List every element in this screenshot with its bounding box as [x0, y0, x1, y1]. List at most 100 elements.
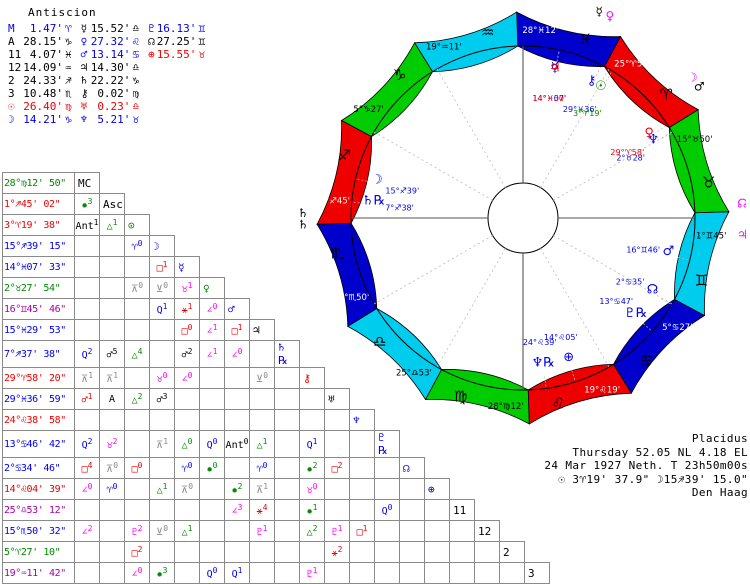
aspect-cell[interactable]: ♉2	[99, 430, 125, 458]
aspect-cell[interactable]: ♂5	[99, 340, 125, 368]
aspect-cell[interactable]	[199, 409, 225, 431]
aspect-cell[interactable]: ∠1	[199, 319, 225, 341]
aspect-cell[interactable]: Ant1	[74, 214, 100, 236]
aspect-cell[interactable]	[174, 562, 200, 584]
aspect-cell[interactable]: ⊼1	[149, 430, 175, 458]
aspect-cell[interactable]	[274, 388, 300, 410]
aspect-cell[interactable]: ♂3	[149, 388, 175, 410]
aspect-cell[interactable]	[74, 562, 100, 584]
aspect-cell[interactable]: ∠3	[224, 499, 250, 521]
planet-glyph[interactable]: ☉	[595, 79, 607, 94]
sign-segment[interactable]	[668, 108, 730, 214]
planet-glyph[interactable]: ☊	[647, 283, 659, 298]
planet-glyph[interactable]: ♄℞	[362, 193, 385, 208]
aspect-cell[interactable]: ✹2	[299, 457, 325, 479]
aspect-cell[interactable]	[349, 478, 375, 500]
aspect-cell[interactable]	[74, 298, 100, 320]
aspect-cell[interactable]	[374, 457, 400, 479]
planet-glyph[interactable]: ⚷	[587, 74, 597, 89]
aspect-cell[interactable]	[199, 367, 225, 389]
aspect-cell[interactable]	[174, 388, 200, 410]
aspect-cell[interactable]	[124, 430, 150, 458]
aspect-cell[interactable]: ✹3	[74, 193, 100, 215]
aspect-cell[interactable]	[374, 562, 400, 584]
planet-glyph[interactable]: ♆℞	[532, 356, 555, 371]
aspect-cell[interactable]: ♉1	[174, 277, 200, 299]
aspect-cell[interactable]: ⚹2	[324, 541, 350, 563]
aspect-cell[interactable]: ⊼1	[99, 367, 125, 389]
aspect-cell[interactable]	[424, 541, 450, 563]
aspect-cell[interactable]: ✹1	[299, 499, 325, 521]
sign-segment[interactable]	[674, 211, 730, 317]
aspect-cell[interactable]	[99, 562, 125, 584]
aspect-cell[interactable]: Q1	[224, 562, 250, 584]
aspect-cell[interactable]: Q1	[299, 430, 325, 458]
aspect-cell[interactable]	[249, 388, 275, 410]
aspect-cell[interactable]	[374, 478, 400, 500]
aspect-cell[interactable]: ♇1	[299, 562, 325, 584]
aspect-cell[interactable]	[74, 256, 100, 278]
sign-segment[interactable]	[413, 11, 519, 73]
aspect-cell[interactable]	[274, 562, 300, 584]
aspect-cell[interactable]	[399, 478, 425, 500]
aspect-cell[interactable]: ✹2	[224, 478, 250, 500]
aspect-cell[interactable]	[199, 541, 225, 563]
sign-segment[interactable]	[527, 363, 633, 425]
aspect-cell[interactable]: ⊻0	[249, 367, 275, 389]
aspect-cell[interactable]	[274, 478, 300, 500]
sign-segment[interactable]	[340, 42, 433, 138]
aspect-cell[interactable]: □2	[324, 457, 350, 479]
aspect-cell[interactable]: Q2	[74, 340, 100, 368]
aspect-cell[interactable]: □2	[124, 541, 150, 563]
aspect-cell[interactable]	[124, 256, 150, 278]
aspect-cell[interactable]: □4	[74, 457, 100, 479]
aspect-cell[interactable]	[124, 367, 150, 389]
aspect-cell[interactable]	[149, 340, 175, 368]
aspect-cell[interactable]	[424, 499, 450, 521]
aspect-cell[interactable]	[274, 499, 300, 521]
aspect-cell[interactable]	[149, 457, 175, 479]
aspect-cell[interactable]	[499, 562, 525, 584]
sign-segment[interactable]	[424, 369, 530, 425]
aspect-cell[interactable]	[199, 499, 225, 521]
aspect-cell[interactable]	[74, 277, 100, 299]
aspect-cell[interactable]: ⚹4	[249, 499, 275, 521]
aspect-cell[interactable]: ♉0	[149, 367, 175, 389]
aspect-cell[interactable]: ♈0	[99, 478, 125, 500]
aspect-cell[interactable]	[349, 499, 375, 521]
aspect-cell[interactable]: ⊼0	[124, 277, 150, 299]
sign-segment[interactable]	[603, 35, 699, 128]
aspect-cell[interactable]: ♂2	[174, 340, 200, 368]
aspect-cell[interactable]	[399, 562, 425, 584]
aspect-cell[interactable]: ⚹1	[174, 298, 200, 320]
aspect-cell[interactable]	[299, 541, 325, 563]
aspect-cell[interactable]: ⊼0	[99, 457, 125, 479]
aspect-cell[interactable]	[99, 298, 125, 320]
sign-segment[interactable]	[516, 11, 622, 67]
aspect-cell[interactable]	[424, 562, 450, 584]
aspect-cell[interactable]	[124, 298, 150, 320]
aspect-cell[interactable]	[174, 541, 200, 563]
planet-glyph[interactable]: ☿	[551, 60, 559, 75]
aspect-cell[interactable]	[274, 457, 300, 479]
aspect-cell[interactable]	[99, 541, 125, 563]
aspect-cell[interactable]: Q1	[149, 298, 175, 320]
aspect-cell[interactable]	[324, 478, 350, 500]
aspect-cell[interactable]: ✹0	[199, 457, 225, 479]
aspect-cell[interactable]: △0	[174, 430, 200, 458]
aspect-cell[interactable]	[149, 541, 175, 563]
aspect-cell[interactable]: △4	[124, 340, 150, 368]
aspect-cell[interactable]: ∠0	[174, 367, 200, 389]
aspect-cell[interactable]	[199, 388, 225, 410]
aspect-cell[interactable]	[99, 499, 125, 521]
planet-glyph[interactable]: ⊕	[563, 350, 574, 365]
aspect-cell[interactable]	[324, 430, 350, 458]
aspect-cell[interactable]: △2	[124, 388, 150, 410]
aspect-cell[interactable]: ⊼1	[249, 478, 275, 500]
aspect-cell[interactable]	[74, 319, 100, 341]
aspect-cell[interactable]	[399, 541, 425, 563]
aspect-cell[interactable]	[399, 499, 425, 521]
aspect-cell[interactable]: ∠0	[199, 298, 225, 320]
aspect-cell[interactable]: Ant0	[224, 430, 250, 458]
aspect-cell[interactable]: △1	[249, 430, 275, 458]
